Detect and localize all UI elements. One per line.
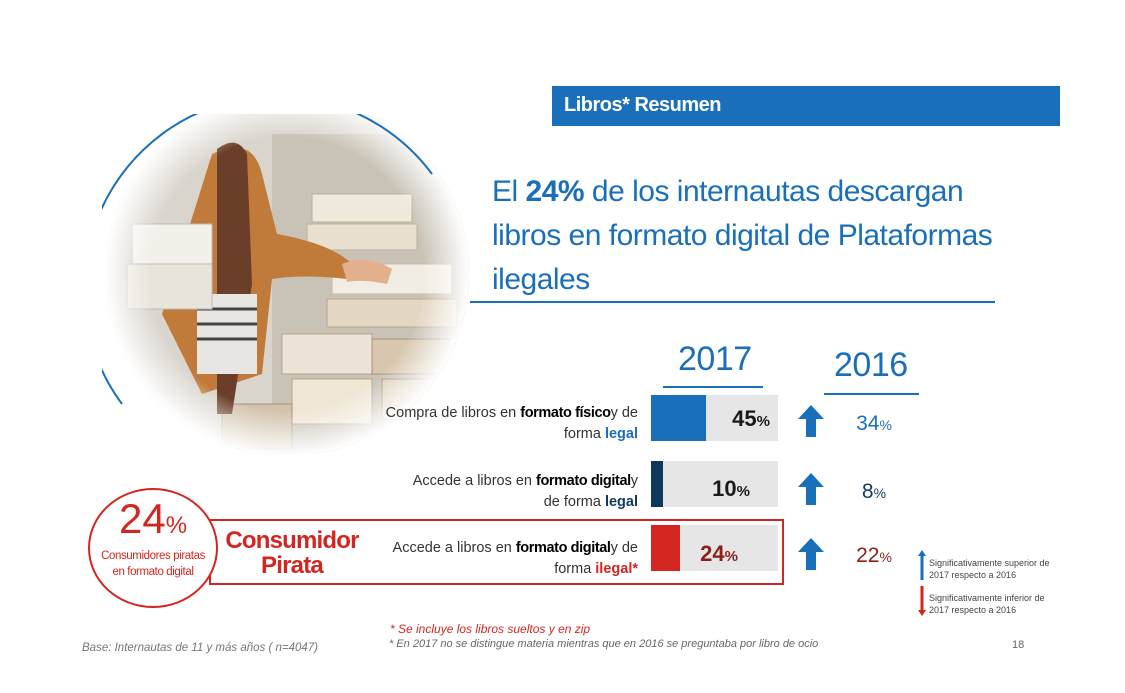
row-label-text: forma <box>563 426 605 442</box>
legend-arrow-down-icon <box>918 586 926 616</box>
legend-arrow-up-icon <box>918 550 926 580</box>
pirata-percent: 24% <box>88 495 218 543</box>
year-current-underline <box>663 386 763 388</box>
bookstore-photo <box>102 114 469 454</box>
value-number: 22 <box>856 544 880 567</box>
arrow-up-icon <box>798 473 824 505</box>
pirata-title-line: Pirata <box>261 552 324 579</box>
bar-fill <box>651 525 680 571</box>
footnote-zip: * Se incluye los libros sueltos y en zip <box>390 622 591 636</box>
headline-part2: de los internautas descargan libros en f… <box>492 175 993 296</box>
year-previous-label: 2016 <box>834 346 908 384</box>
base-note: Base: Internautas de 11 y más años ( n=4… <box>82 642 319 654</box>
value-number: 10 <box>712 476 737 501</box>
value-2017-row2: 10% <box>690 476 750 502</box>
legend-inferior: Significativamente inferior de 2017 respe… <box>929 592 1045 616</box>
value-2017-row3: 24% <box>690 541 738 567</box>
value-unit: % <box>879 417 892 433</box>
row-label-text: Compra de libros <box>385 405 501 421</box>
value-2016-row3: 22% <box>844 544 904 568</box>
legend-line: 2017 respecto a 2016 <box>929 605 1017 615</box>
row-label-keyword: formato <box>515 540 571 556</box>
row-label-keyword: digital <box>590 473 631 489</box>
arrow-up-icon <box>798 405 824 437</box>
pirata-percent-unit: % <box>165 512 188 539</box>
pirata-subtitle: Consumidores piratas en formato digital <box>94 548 212 580</box>
row-label-digital-legal: Accede a libros en formato digitaly de f… <box>378 471 638 513</box>
headline-part1: El <box>492 175 526 208</box>
value-2016-row2: 8% <box>844 480 904 504</box>
value-unit: % <box>756 413 770 430</box>
row-label-digital-ilegal: Accede a libros en formato digitaly de f… <box>378 538 638 580</box>
value-number: 45 <box>732 406 757 431</box>
bar-track <box>651 461 778 507</box>
value-number: 34 <box>856 412 880 435</box>
value-2016-row1: 34% <box>844 412 904 436</box>
pirata-subtitle-line: en formato digital <box>112 566 194 578</box>
row-label-text: Accede a libros en <box>392 540 516 556</box>
legend-line: Significativamente superior de <box>929 558 1050 568</box>
row-label-keyword: legal <box>604 494 638 510</box>
row-label-keyword: formato <box>520 405 576 421</box>
pirata-percent-number: 24 <box>118 495 166 542</box>
pirata-circle <box>88 488 218 608</box>
row-label-keyword: digital <box>570 540 611 556</box>
headline: El 24% de los internautas descargan libr… <box>492 170 1012 302</box>
arrow-up-icon <box>798 538 824 570</box>
row-label-text: y de <box>610 540 638 556</box>
value-number: 8 <box>861 480 874 503</box>
pirata-title: Consumidor Pirata <box>222 528 362 578</box>
row-label-text: y <box>630 473 638 489</box>
section-header-bar <box>552 86 1060 126</box>
row-label-text: y de <box>610 405 638 421</box>
footnote-materia: * En 2017 no se distingue materia mientr… <box>389 638 819 650</box>
section-header-title: Libros* Resumen <box>564 94 721 116</box>
row-label-text: en <box>500 405 521 421</box>
value-unit: % <box>873 485 887 501</box>
row-label-keyword: físico <box>575 405 611 421</box>
headline-underline <box>470 301 995 303</box>
row-label-text: Accede a libros en <box>412 473 537 489</box>
page-number: 18 <box>1012 639 1025 651</box>
year-previous-underline <box>824 393 919 395</box>
row-label-fisico-legal: Compra de libros en formato físicoy de f… <box>378 403 638 445</box>
legend-superior: Significativamente superior de 2017 respe… <box>929 557 1050 581</box>
row-label-text: forma <box>554 561 596 577</box>
headline-highlight: 24% <box>525 175 585 208</box>
value-2017-row1: 45% <box>690 406 770 432</box>
legend-line: Significativamente inferior de <box>929 593 1045 603</box>
value-unit: % <box>879 549 892 565</box>
pirata-title-line: Consumidor <box>225 527 359 554</box>
bar-fill <box>651 461 663 507</box>
bar-fill <box>651 395 706 441</box>
pirata-subtitle-line: Consumidores piratas <box>101 550 205 562</box>
value-unit: % <box>736 483 750 500</box>
row-label-keyword: legal <box>604 426 638 442</box>
legend-line: 2017 respecto a 2016 <box>929 570 1017 580</box>
row-label-text: de forma <box>543 494 605 510</box>
value-unit: % <box>724 548 738 565</box>
value-number: 24 <box>700 541 725 566</box>
year-current-label: 2017 <box>678 340 752 378</box>
row-label-keyword: ilegal* <box>595 561 638 577</box>
row-label-keyword: formato <box>536 473 591 489</box>
